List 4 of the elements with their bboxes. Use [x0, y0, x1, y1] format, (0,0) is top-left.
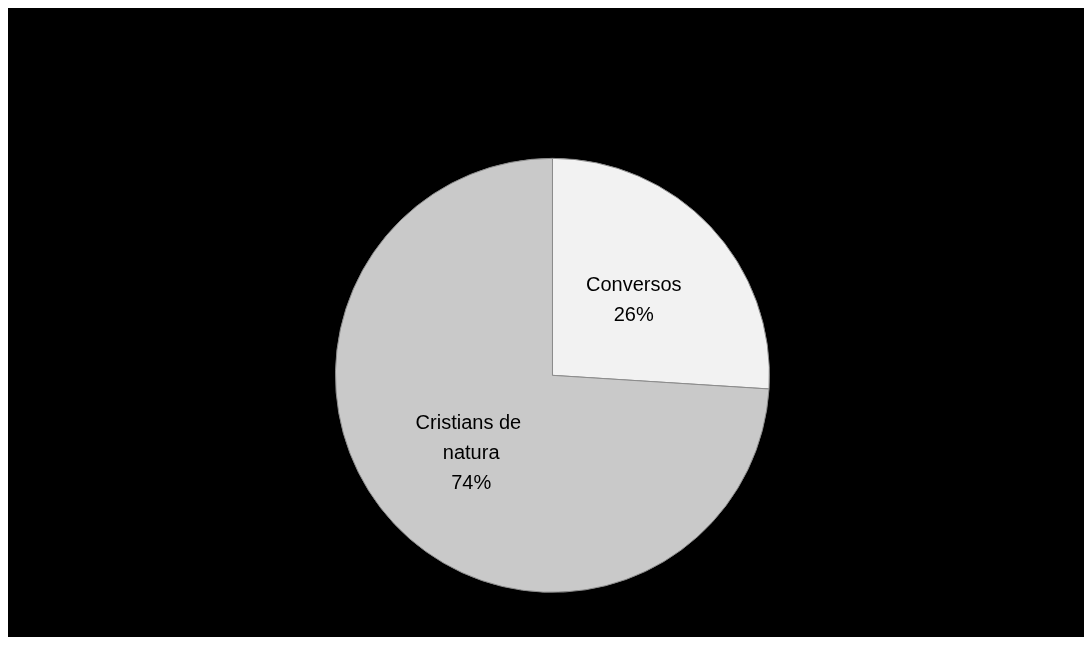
- data-label: 26%: [613, 303, 654, 326]
- data-label: 74%: [451, 470, 492, 493]
- slice-label: Cristians de natura: [415, 410, 527, 463]
- slice-label: Conversos: [585, 273, 682, 296]
